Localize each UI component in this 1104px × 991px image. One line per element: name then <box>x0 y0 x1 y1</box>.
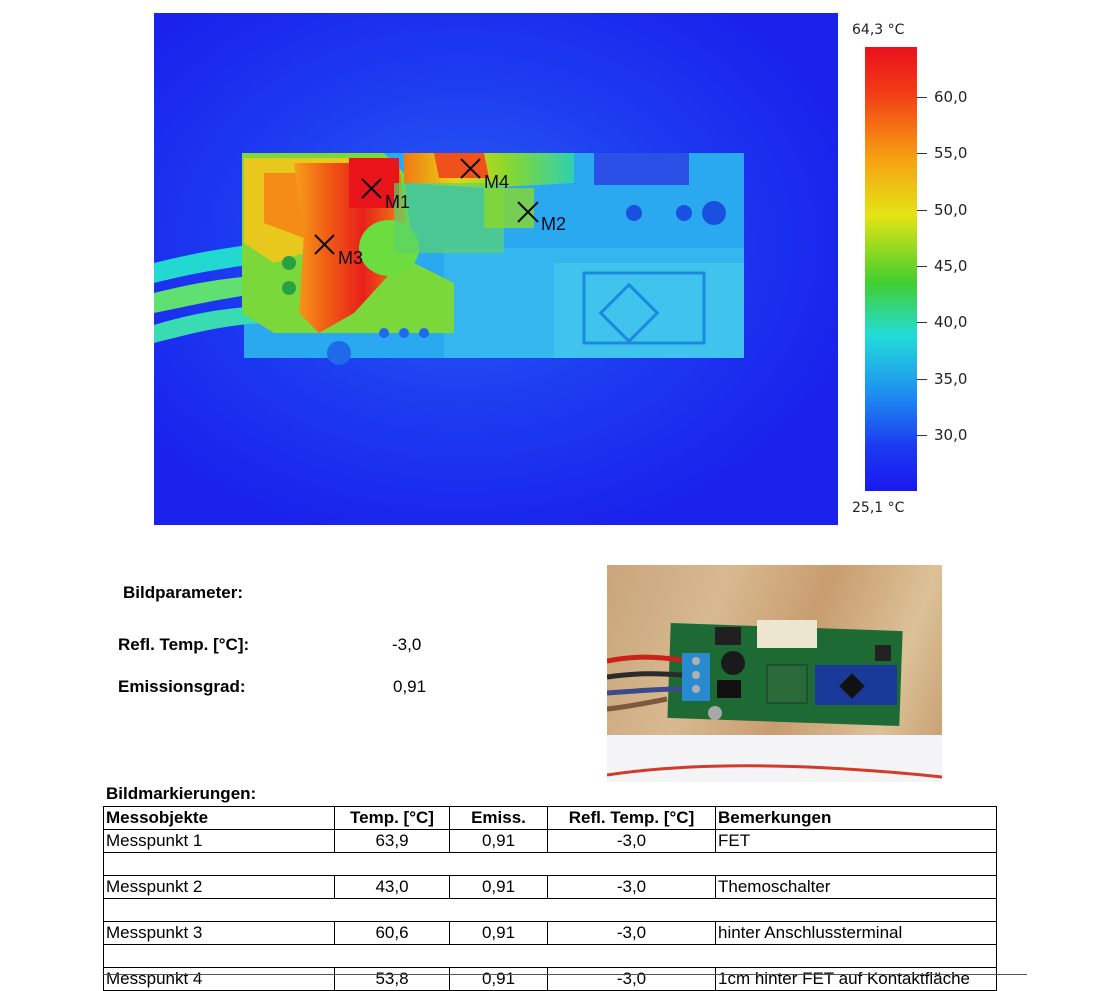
header-bemerkungen: Bemerkungen <box>715 806 997 830</box>
cell-refl-temp: -3,0 <box>547 875 716 899</box>
markings-table: Messobjekte Temp. [°C] Emiss. Refl. Temp… <box>103 806 997 991</box>
cell-bemerkung: 1cm hinter FET auf Kontaktfläche <box>715 967 997 991</box>
table-header-row: Messobjekte Temp. [°C] Emiss. Refl. Temp… <box>103 806 997 830</box>
thermal-image: M1 M2 M3 M4 <box>154 13 838 525</box>
cell-messobjekt: Messpunkt 2 <box>103 875 335 899</box>
marker-m1: M1 <box>361 178 410 212</box>
parameters-title: Bildparameter: <box>123 583 243 602</box>
cell-messobjekt: Messpunkt 1 <box>103 829 335 853</box>
cell-refl-temp: -3,0 <box>547 829 716 853</box>
cell-temp: 43,0 <box>334 875 450 899</box>
cell-temp: 63,9 <box>334 829 450 853</box>
pcb-photo <box>607 565 942 782</box>
scale-tick <box>917 379 927 380</box>
cell-emiss: 0,91 <box>449 829 548 853</box>
color-scale-bar <box>865 47 917 491</box>
header-messobjekte: Messobjekte <box>103 806 335 830</box>
cell-emiss: 0,91 <box>449 967 548 991</box>
thermal-image-canvas: M1 M2 M3 M4 <box>154 13 838 525</box>
header-refl-temp: Refl. Temp. [°C] <box>547 806 716 830</box>
scale-tick-label: 30,0 <box>934 426 968 444</box>
scale-tick-label: 35,0 <box>934 370 968 388</box>
marker-label-m1: M1 <box>385 192 410 212</box>
refl-temp-label: Refl. Temp. [°C]: <box>118 635 250 654</box>
cell-bemerkung: Themoschalter <box>715 875 997 899</box>
scale-tick-label: 60,0 <box>934 88 968 106</box>
scale-tick-label: 40,0 <box>934 313 968 331</box>
cell-refl-temp: -3,0 <box>547 967 716 991</box>
pcb-photo-drawing <box>607 620 942 782</box>
scale-tick <box>917 266 927 267</box>
scale-tick-label: 45,0 <box>934 257 968 275</box>
scale-tick <box>917 153 927 154</box>
markings-title: Bildmarkierungen: <box>106 784 257 803</box>
scale-min-label: 25,1 °C <box>852 500 905 516</box>
scale-tick <box>917 322 927 323</box>
scale-tick-label: 50,0 <box>934 201 968 219</box>
cell-messobjekt: Messpunkt 3 <box>103 921 335 945</box>
marker-m2: M2 <box>517 201 566 234</box>
marker-m3: M3 <box>314 234 363 268</box>
refl-temp-value: -3,0 <box>392 635 422 654</box>
table-row: Messpunkt 2 43,0 0,91 -3,0 Themoschalter <box>103 875 997 899</box>
cell-emiss: 0,91 <box>449 875 548 899</box>
cell-temp: 60,6 <box>334 921 450 945</box>
cell-bemerkung: hinter Anschlussterminal <box>715 921 997 945</box>
cell-messobjekt: Messpunkt 4 <box>103 967 335 991</box>
emission-value: 0,91 <box>393 677 427 696</box>
bottom-divider <box>103 974 1027 975</box>
scale-max-label: 64,3 °C <box>852 22 905 38</box>
table-row: Messpunkt 3 60,6 0,91 -3,0 hinter Anschl… <box>103 921 997 945</box>
cell-refl-temp: -3,0 <box>547 921 716 945</box>
header-temp: Temp. [°C] <box>334 806 450 830</box>
cell-emiss: 0,91 <box>449 921 548 945</box>
scale-tick <box>917 97 927 98</box>
scale-tick-label: 55,0 <box>934 144 968 162</box>
cell-temp: 53,8 <box>334 967 450 991</box>
scale-tick <box>917 435 927 436</box>
scale-tick <box>917 210 927 211</box>
table-row: Messpunkt 1 63,9 0,91 -3,0 FET <box>103 829 997 853</box>
cell-bemerkung: FET <box>715 829 997 853</box>
table-row: Messpunkt 4 53,8 0,91 -3,0 1cm hinter FE… <box>103 967 997 991</box>
emission-label: Emissionsgrad: <box>118 677 246 696</box>
marker-label-m4: M4 <box>484 172 509 192</box>
header-emiss: Emiss. <box>449 806 548 830</box>
marker-label-m2: M2 <box>541 214 566 234</box>
marker-label-m3: M3 <box>338 248 363 268</box>
marker-m4: M4 <box>460 158 509 192</box>
